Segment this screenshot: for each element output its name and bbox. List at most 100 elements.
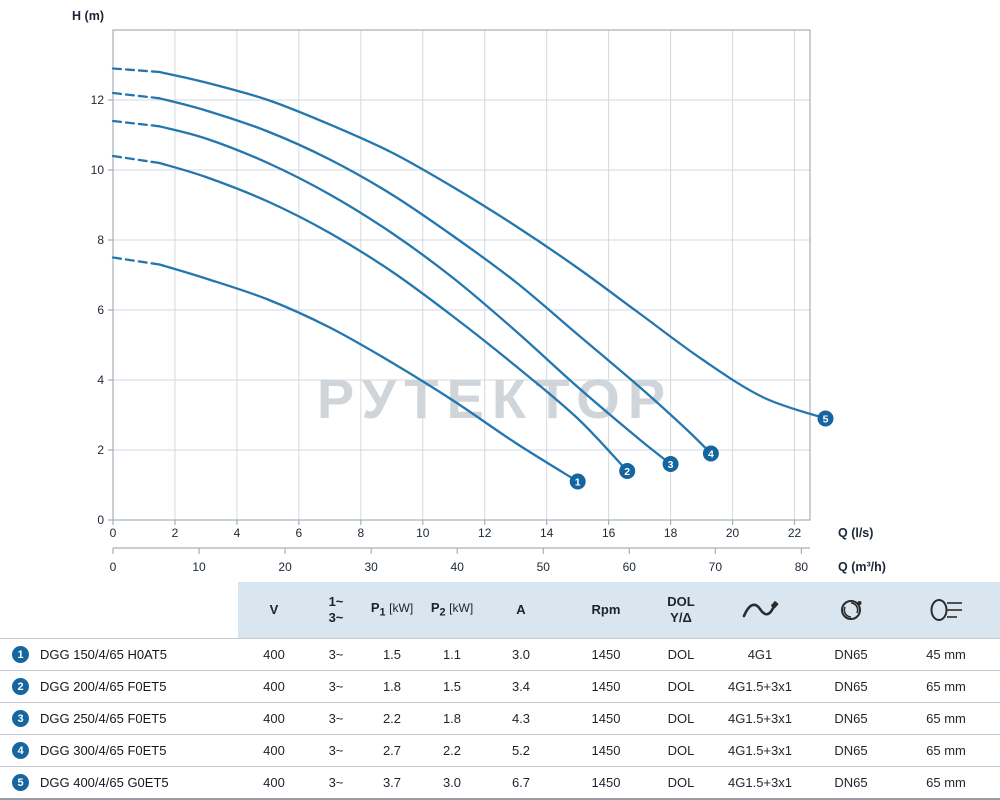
row-number-badge: 1 — [12, 646, 29, 663]
x-tick-label-m3h: 70 — [709, 560, 723, 574]
y-axis-title: H (m) — [72, 9, 104, 23]
x-tick-label-ls: 6 — [296, 526, 303, 540]
x-tick-label-ls: 4 — [234, 526, 241, 540]
x-tick-label-ls: 2 — [172, 526, 179, 540]
cell-p1: 2.7 — [382, 743, 402, 758]
cell-p2: 2.2 — [442, 743, 462, 758]
spec-table: V 1~ 3~ P1 [kW] P2 [kW] A Rpm DOL Y/Δ 1 DGG 150/4… — [0, 582, 1000, 800]
cell-voltage: 400 — [263, 743, 285, 758]
y-tick-label: 2 — [97, 443, 104, 457]
cell-current: 3.4 — [511, 679, 531, 694]
svg-text:1: 1 — [575, 476, 581, 488]
cell-p1: 1.5 — [382, 647, 402, 662]
x-tick-label-ls: 14 — [540, 526, 554, 540]
x-tick-label-ls: 0 — [110, 526, 117, 540]
y-tick-label: 8 — [97, 233, 104, 247]
svg-text:5: 5 — [823, 413, 829, 425]
pump-curve-1 — [158, 263, 579, 483]
x-tick-label-m3h: 80 — [795, 560, 809, 574]
pump-model-name: DGG 300/4/65 F0ET5 — [40, 743, 167, 758]
y-tick-label: 0 — [97, 513, 104, 527]
cell-cable: 4G1.5+3x1 — [728, 711, 792, 726]
x-tick-label-ls: 16 — [602, 526, 616, 540]
column-header-current: A — [482, 582, 560, 638]
cell-phase: 3~ — [328, 775, 344, 790]
x-axis-title-ls: Q (l/s) — [838, 526, 873, 540]
row-number-badge: 3 — [12, 710, 29, 727]
cell-passage: 65 mm — [926, 775, 966, 790]
pump-curve-4-dashed — [111, 91, 161, 100]
pump-curve-2-dashed — [111, 154, 161, 165]
curve-marker-5: 5 — [817, 410, 834, 427]
pump-curve-2 — [158, 161, 629, 473]
pump-curve-3-dashed — [111, 119, 161, 128]
x-tick-label-ls: 12 — [478, 526, 492, 540]
y-tick-label: 10 — [91, 163, 105, 177]
pump-model-name: DGG 150/4/65 H0AT5 — [40, 647, 167, 662]
curve-marker-4: 4 — [702, 445, 719, 462]
table-row-5: 5 DGG 400/4/65 G0ET5 400 3~ 3.7 3.0 6.7 1450 DOL… — [0, 766, 1000, 798]
column-header-p1: P1 [kW] — [362, 582, 422, 638]
cell-p2: 1.1 — [442, 647, 462, 662]
cell-p1: 3.7 — [382, 775, 402, 790]
cell-model: 5 DGG 400/4/65 G0ET5 — [0, 767, 238, 798]
plot-border — [112, 29, 811, 521]
x-tick-label-ls: 10 — [416, 526, 430, 540]
cell-discharge: DN65 — [834, 647, 868, 662]
column-header-starting: DOL Y/Δ — [652, 582, 710, 638]
cell-rpm: 1450 — [591, 647, 621, 662]
svg-text:4: 4 — [708, 448, 714, 460]
column-header-passage — [892, 582, 1000, 638]
cell-voltage: 400 — [263, 647, 285, 662]
column-header-p2: P2 [kW] — [422, 582, 482, 638]
column-header-model — [0, 582, 238, 638]
cell-voltage: 400 — [263, 775, 285, 790]
pump-curve-3 — [158, 125, 672, 466]
pump-model-name: DGG 400/4/65 G0ET5 — [40, 775, 169, 790]
cell-p1: 1.8 — [382, 679, 402, 694]
pump-curve-5-dashed — [111, 67, 161, 74]
discharge-port-icon — [841, 600, 862, 620]
x-tick-label-m3h: 10 — [192, 560, 206, 574]
power-cable-icon — [742, 601, 779, 618]
cell-rpm: 1450 — [591, 743, 621, 758]
y-tick-label: 6 — [97, 303, 104, 317]
svg-text:2: 2 — [624, 466, 630, 478]
row-number-badge: 5 — [12, 774, 29, 791]
cell-starting: DOL — [667, 647, 695, 662]
cell-discharge: DN65 — [834, 743, 868, 758]
cell-passage: 65 mm — [926, 743, 966, 758]
x-tick-label-m3h: 60 — [623, 560, 637, 574]
cell-passage: 65 mm — [926, 679, 966, 694]
cell-starting: DOL — [667, 775, 695, 790]
cell-cable: 4G1 — [747, 647, 773, 662]
pump-model-name: DGG 250/4/65 F0ET5 — [40, 711, 167, 726]
cell-rpm: 1450 — [591, 711, 621, 726]
free-passage-icon — [930, 599, 962, 621]
cell-p1: 2.2 — [382, 711, 402, 726]
watermark-text: РУТЕКТОР — [317, 367, 673, 430]
y-tick-label: 4 — [97, 373, 104, 387]
cell-phase: 3~ — [328, 743, 344, 758]
cell-rpm: 1450 — [591, 775, 621, 790]
table-row-3: 3 DGG 250/4/65 F0ET5 400 3~ 2.2 1.8 4.3 1450 DOL… — [0, 702, 1000, 734]
cell-starting: DOL — [667, 711, 695, 726]
cell-p2: 3.0 — [442, 775, 462, 790]
cell-p2: 1.8 — [442, 711, 462, 726]
column-header-phase: 1~ 3~ — [310, 582, 362, 638]
row-number-badge: 2 — [12, 678, 29, 695]
cell-model: 4 DGG 300/4/65 F0ET5 — [0, 735, 238, 766]
pump-curve-1-dashed — [111, 256, 161, 266]
column-header-cable — [710, 582, 810, 638]
cell-model: 2 DGG 200/4/65 F0ET5 — [0, 671, 238, 702]
x-tick-label-m3h: 20 — [278, 560, 292, 574]
cell-phase: 3~ — [328, 679, 344, 694]
curve-marker-2: 2 — [619, 463, 636, 479]
cell-discharge: DN65 — [834, 679, 868, 694]
cell-phase: 3~ — [328, 647, 344, 662]
row-number-badge: 4 — [12, 742, 29, 759]
x-tick-label-m3h: 30 — [364, 560, 378, 574]
cell-voltage: 400 — [263, 679, 285, 694]
cell-cable: 4G1.5+3x1 — [728, 775, 792, 790]
